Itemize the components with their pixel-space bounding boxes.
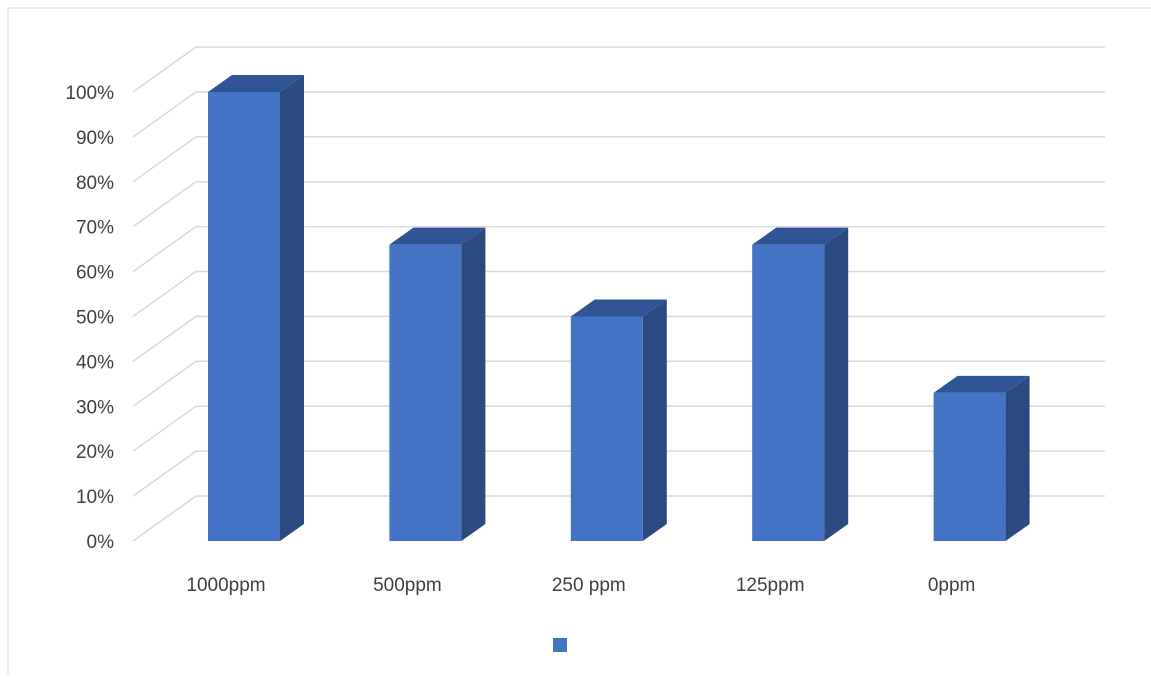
- gridline-side: [132, 225, 197, 273]
- y-tick-label: 50%: [76, 308, 114, 329]
- bar-side: [642, 299, 667, 541]
- bar-top: [208, 75, 304, 92]
- y-tick-label: 70%: [76, 218, 114, 239]
- y-tick-label: 10%: [76, 487, 114, 508]
- y-tick-label: 30%: [76, 397, 114, 418]
- bar-front: [389, 244, 462, 541]
- gridline-side: [132, 136, 197, 183]
- chart-border: [7, 7, 1151, 680]
- y-tick-label: 60%: [76, 263, 114, 284]
- y-tick-label: 80%: [76, 173, 114, 194]
- bar-side: [1005, 375, 1030, 541]
- gridline-side: [132, 46, 197, 93]
- bars: [208, 75, 1030, 541]
- x-tick-label: 500ppm: [373, 575, 442, 596]
- bar: [933, 375, 1030, 541]
- gridline-side: [132, 315, 197, 363]
- y-tick-label: 0%: [87, 532, 115, 553]
- gridline-side: [132, 360, 197, 407]
- x-tick-label: 0ppm: [928, 575, 976, 596]
- gridline-side: [132, 495, 197, 542]
- y-tick-label: 90%: [76, 128, 114, 149]
- bar-top: [570, 299, 667, 317]
- bar: [208, 75, 304, 541]
- gridline-side: [132, 450, 197, 497]
- gridline-side: [132, 405, 197, 452]
- y-axis-ticks: 0% 10% 20% 30% 40% 50% 60% 70% 80% 90% 100%: [65, 83, 114, 553]
- y-tick-label: 40%: [76, 352, 114, 373]
- legend: [553, 638, 567, 652]
- bar-front: [570, 316, 643, 541]
- bar: [752, 227, 849, 541]
- x-axis-ticks: 1000ppm 500ppm 250 ppm 125ppm 0ppm: [186, 575, 975, 596]
- gridline-side: [132, 91, 197, 138]
- gridline-side: [132, 181, 197, 228]
- gridline-side: [132, 270, 197, 318]
- bar-side: [280, 75, 304, 541]
- x-tick-label: 250 ppm: [552, 575, 626, 596]
- bar-top: [933, 375, 1030, 393]
- bar-side: [824, 227, 849, 541]
- x-tick-label: 1000ppm: [186, 575, 265, 596]
- y-tick-label: 20%: [76, 442, 114, 463]
- bar-front: [933, 392, 1006, 541]
- legend-swatch: [553, 638, 567, 652]
- bar: [389, 227, 486, 541]
- bar-front: [208, 92, 280, 541]
- y-tick-label: 100%: [65, 83, 114, 104]
- bar-top: [752, 227, 849, 245]
- x-tick-label: 125ppm: [736, 575, 805, 596]
- bar-side: [461, 227, 486, 541]
- bar-front: [752, 244, 825, 541]
- bar: [570, 299, 667, 541]
- bar-top: [389, 227, 486, 245]
